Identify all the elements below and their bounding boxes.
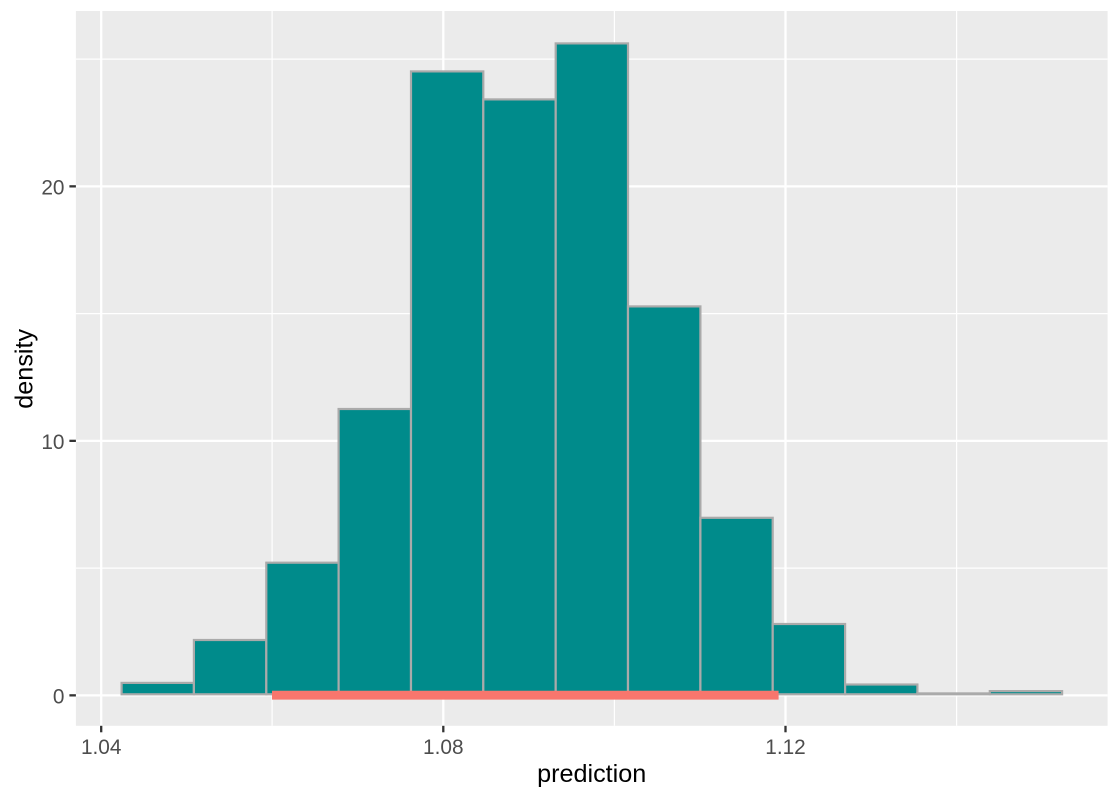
svg-text:1.12: 1.12	[765, 736, 805, 759]
svg-text:0: 0	[53, 686, 65, 709]
svg-text:density: density	[11, 328, 39, 408]
svg-text:prediction: prediction	[537, 760, 646, 788]
svg-text:20: 20	[41, 177, 64, 200]
svg-text:1.04: 1.04	[81, 736, 121, 759]
svg-text:10: 10	[41, 431, 64, 454]
svg-text:1.08: 1.08	[423, 736, 463, 759]
